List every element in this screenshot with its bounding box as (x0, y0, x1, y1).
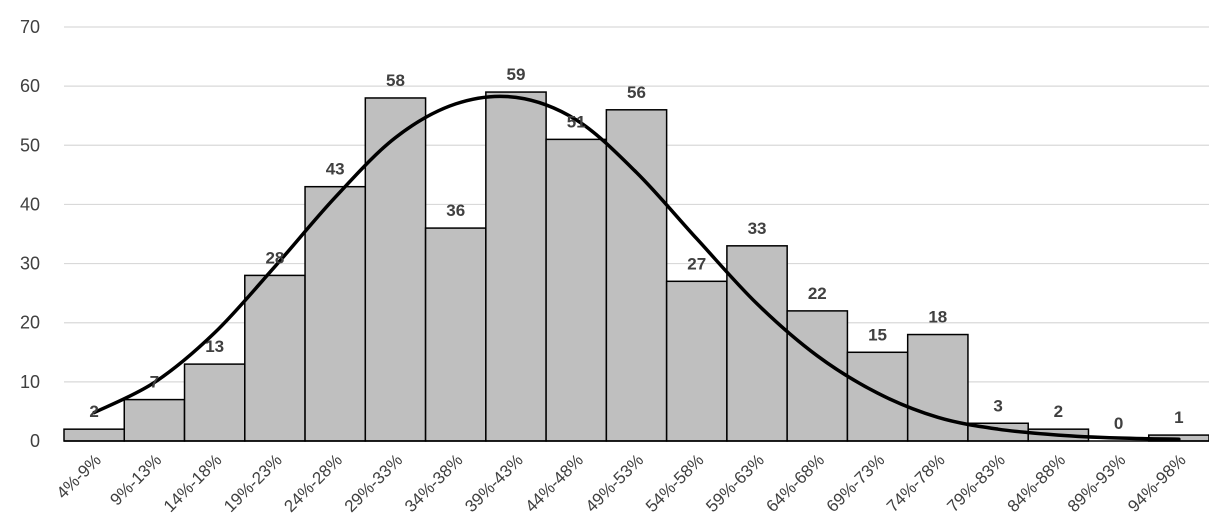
fit-curve-layer (92, 94, 1181, 441)
x-category-label: 89%-93% (1064, 450, 1130, 516)
data-label: 59 (507, 65, 526, 84)
data-label: 33 (748, 219, 767, 238)
data-label: 13 (205, 337, 224, 356)
bar (123, 398, 186, 442)
bar (906, 333, 969, 442)
x-category-label: 44%-48% (522, 450, 588, 516)
y-tick-label: 0 (30, 431, 40, 451)
data-label: 7 (150, 373, 159, 392)
bar (665, 280, 728, 442)
data-label: 0 (1114, 414, 1123, 433)
y-tick-label: 70 (20, 17, 40, 37)
bar (846, 351, 909, 442)
data-label: 27 (687, 254, 706, 273)
data-label: 15 (868, 325, 887, 344)
data-label: 36 (446, 201, 465, 220)
x-category-label: 84%-88% (1004, 450, 1070, 516)
bar (605, 109, 668, 442)
x-axis-category-labels: 4%-9% 9%-13%14%-18%19%-23%24%-28%29%-33%3… (53, 450, 1190, 516)
bar (63, 428, 126, 442)
data-label: 28 (265, 248, 284, 267)
data-label: 43 (326, 160, 345, 179)
y-tick-label: 50 (20, 135, 40, 155)
data-label: 18 (928, 308, 947, 327)
x-category-label: 64%-68% (763, 450, 829, 516)
data-label: 3 (993, 396, 1002, 415)
bar (545, 138, 608, 442)
x-category-label: 39%-43% (461, 450, 527, 516)
y-axis-tick-labels: 0 10 20 30 40 50 60 70 (20, 17, 40, 451)
bar (786, 310, 849, 442)
x-category-label: 69%-73% (823, 450, 889, 516)
x-category-label: 29%-33% (341, 450, 407, 516)
bars (63, 91, 1209, 442)
x-category-label: 34%-38% (401, 450, 467, 516)
x-category-label: 4%-9% (53, 450, 105, 502)
y-tick-label: 10 (20, 372, 40, 392)
x-category-label: 24%-28% (280, 450, 346, 516)
x-category-label: 79%-83% (943, 450, 1009, 516)
bar (244, 274, 306, 442)
x-category-label: 94%-98% (1124, 450, 1190, 516)
y-tick-label: 60 (20, 76, 40, 96)
data-label: 58 (386, 71, 405, 90)
x-category-label: 54%-58% (642, 450, 708, 516)
x-category-label: 59%-63% (702, 450, 768, 516)
y-tick-label: 20 (20, 313, 40, 333)
data-label: 2 (89, 402, 98, 421)
bar (183, 363, 246, 442)
x-category-label: 74%-78% (883, 450, 949, 516)
bar (726, 245, 788, 442)
bar (424, 227, 487, 442)
y-tick-label: 30 (20, 254, 40, 274)
y-tick-label: 40 (20, 194, 40, 214)
bar (485, 91, 547, 442)
data-label: 56 (627, 83, 646, 102)
data-label: 22 (808, 284, 827, 303)
x-category-label: 49%-53% (582, 450, 648, 516)
data-label: 2 (1054, 402, 1063, 421)
x-category-label: 14%-18% (160, 450, 226, 516)
bar (304, 185, 367, 442)
data-label: 1 (1174, 408, 1183, 427)
x-category-label: 9%-13% (106, 450, 165, 509)
data-label: 51 (567, 112, 586, 131)
x-category-label: 19%-23% (220, 450, 286, 516)
fit-curve (92, 94, 1181, 441)
bar (364, 97, 427, 442)
